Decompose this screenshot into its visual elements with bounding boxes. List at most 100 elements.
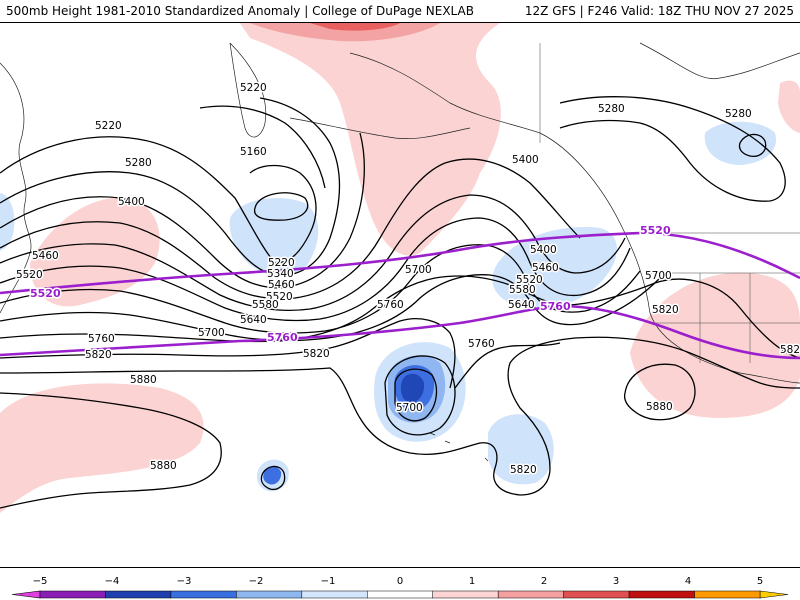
label-5520: 5520 (16, 269, 43, 281)
positive-anomaly-southwest (0, 383, 204, 513)
contour-labels: 5220 5220 5220 5160 5280 5280 5280 5340 … (15, 81, 800, 478)
positive-anomaly-north-strong (250, 23, 440, 42)
label-5700: 5700 (645, 270, 672, 282)
contour-5460 (0, 194, 626, 311)
label-5880: 5880 (646, 401, 673, 413)
label-5760: 5760 (468, 338, 495, 350)
label-5880: 5880 (130, 374, 157, 386)
contour-5700-low (394, 368, 438, 422)
positive-anomaly-north-center (240, 23, 501, 256)
label-5820: 5820 (510, 464, 537, 476)
colorbar-segment (367, 590, 433, 599)
colorbar-tick-label: −4 (105, 576, 120, 587)
colorbar-segment (432, 590, 499, 599)
colorbar-tick-label: −3 (177, 576, 192, 587)
label-5520-bold: 5520 (640, 224, 671, 237)
negative-anomaly-small-low-core (263, 466, 282, 485)
hawaii-islands (429, 432, 489, 462)
contour-5280 (0, 97, 341, 276)
anomaly-shading (0, 23, 800, 513)
label-5820: 5820 (780, 344, 800, 356)
label-5280: 5280 (725, 108, 752, 120)
colorbar-segment (628, 590, 695, 599)
chart-header: 500mb Height 1981-2010 Standardized Anom… (0, 0, 800, 22)
colorbar-segment (694, 590, 761, 599)
colorbar-tick-label: 2 (541, 576, 547, 587)
label-5520: 5520 (516, 274, 543, 286)
positive-anomaly-northeast (778, 80, 800, 133)
colorbar-tick-label: −2 (249, 576, 264, 587)
colorbar-tick-label: −1 (321, 576, 336, 587)
label-5820: 5820 (85, 349, 112, 361)
contour-5820 (0, 336, 800, 496)
label-5580: 5580 (509, 284, 536, 296)
label-5760: 5760 (377, 299, 404, 311)
label-5580: 5580 (252, 299, 279, 311)
colorbar-tick-label: 5 (757, 576, 763, 587)
contour-5160-closed (253, 192, 309, 221)
label-5820: 5820 (303, 348, 330, 360)
colorbar-segment (170, 590, 237, 599)
asia-coastline (0, 62, 32, 314)
label-5640: 5640 (508, 299, 535, 311)
contour-5280-nclose (738, 133, 767, 157)
colorbar-segment (563, 590, 630, 599)
height-anomaly-map: 5220 5220 5220 5160 5280 5280 5280 5340 … (0, 23, 800, 513)
colorbar-segment (236, 590, 303, 599)
colorbar-tick-label: 4 (685, 576, 691, 587)
chart-title: 500mb Height 1981-2010 Standardized Anom… (6, 4, 474, 18)
negative-anomaly-south-center (488, 414, 554, 485)
us-state-borders (650, 272, 800, 363)
label-5400: 5400 (530, 244, 557, 256)
label-5400: 5400 (512, 154, 539, 166)
colorbar-segments (11, 590, 789, 599)
contour-5520-bold (0, 231, 800, 295)
colorbar-segment (497, 590, 564, 599)
contour-5820-small-low (260, 465, 286, 491)
contour-5520 (0, 217, 631, 322)
label-5460: 5460 (32, 250, 59, 262)
label-5640: 5640 (240, 314, 267, 326)
colorbar-tick-label: −5 (33, 576, 48, 587)
label-5700: 5700 (405, 264, 432, 276)
colorbar-segment (301, 590, 368, 599)
contour-5880-east (623, 363, 696, 421)
label-5460: 5460 (532, 262, 559, 274)
contour-5760-bold (0, 304, 800, 360)
colorbar-arrow-left (11, 590, 41, 599)
negative-anomaly-east-trough (492, 227, 617, 309)
contour-5340 (0, 132, 365, 289)
height-contours (0, 96, 800, 509)
aleutian-islands (289, 117, 471, 139)
colorbar-segment (39, 590, 106, 599)
label-5520: 5520 (266, 291, 293, 303)
colorbar-segment (105, 590, 172, 599)
colorbar-arrow-right (759, 590, 789, 599)
label-5340: 5340 (267, 268, 294, 280)
label-5280: 5280 (125, 157, 152, 169)
colorbar-labels: −5 −4 −3 −2 −1 0 1 2 3 4 5 (33, 576, 764, 587)
contour-5640 (0, 274, 661, 342)
contour-5220-north (199, 105, 326, 189)
label-5760: 5760 (88, 333, 115, 345)
label-5760-bold: 5760 (267, 331, 298, 344)
contour-5220-west (0, 136, 317, 264)
contour-5760-low (384, 355, 456, 436)
contour-5760 (0, 318, 561, 389)
label-5460: 5460 (268, 279, 295, 291)
colorbar-tick-label: 0 (397, 576, 403, 587)
label-5520-bold: 5520 (30, 287, 61, 300)
label-5220: 5220 (240, 82, 267, 94)
label-5280: 5280 (598, 103, 625, 115)
positive-anomaly-north-core (310, 23, 400, 31)
contour-5400 (0, 158, 581, 300)
canada-border (539, 43, 800, 234)
negative-anomaly-west-edge (0, 193, 15, 251)
label-5880: 5880 (150, 460, 177, 472)
map-panel: 5220 5220 5220 5160 5280 5280 5280 5340 … (0, 22, 800, 568)
kamchatka-coastline (229, 42, 267, 138)
contour-5280-ne (559, 96, 786, 202)
label-5820: 5820 (652, 304, 679, 316)
colorbar-tick-label: 3 (613, 576, 619, 587)
contour-5580 (0, 244, 641, 334)
